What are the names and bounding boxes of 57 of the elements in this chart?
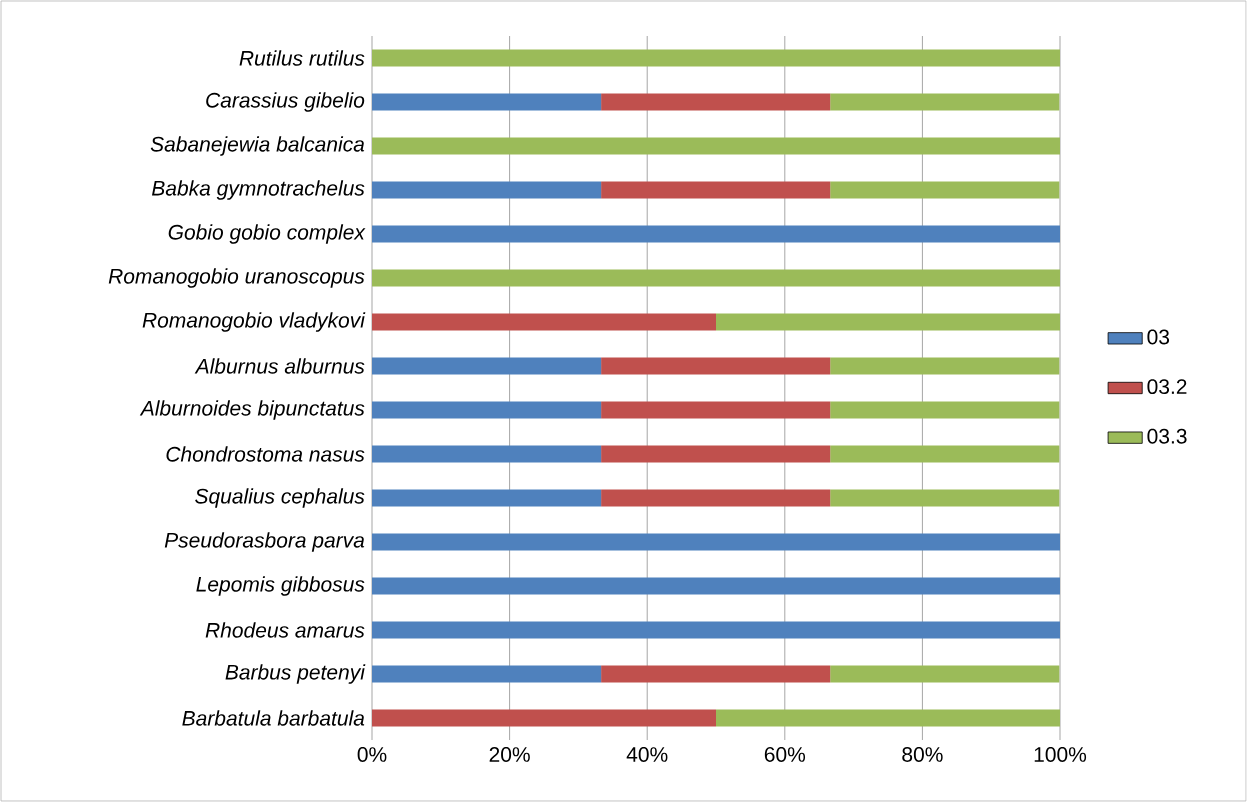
bar: [601, 401, 831, 419]
legend-label: 03: [1147, 329, 1170, 345]
y-tick-label: Lepomis gibbosus: [196, 576, 365, 596]
y-tick-label: Rhodeus amarus: [205, 622, 365, 638]
bar: [830, 665, 1060, 683]
x-tick-label: 100%: [1034, 747, 1087, 762]
legend-label: 03.3: [1147, 428, 1187, 444]
y-tick-label: Romanogobio uranoscopus: [108, 268, 365, 288]
x-tick-label: 20%: [489, 747, 530, 762]
bar: [716, 313, 1060, 331]
bar: [372, 621, 1060, 639]
x-tick-label: 60%: [764, 747, 806, 762]
x-tick-label: 0%: [357, 747, 387, 762]
bar: [372, 489, 602, 507]
y-tick-label: Alburnus alburnus: [194, 358, 365, 374]
bar: [372, 225, 1060, 243]
y-tick-label: Romanogobio vladykovi: [142, 312, 366, 332]
bar: [372, 533, 1060, 551]
x-tick-label: 40%: [626, 747, 668, 762]
bar: [601, 445, 831, 463]
bar: [372, 137, 1060, 155]
y-tick-label: Sabanejewia balcanica: [150, 136, 365, 156]
bar: [830, 357, 1060, 375]
y-tick-label: Babka gymnotrachelus: [151, 180, 365, 200]
y-tick-label: Chondrostoma nasus: [166, 446, 365, 462]
bar: [372, 269, 1060, 287]
y-tick-label: Carassius gibelio: [206, 92, 365, 112]
bar: [601, 93, 831, 111]
legend-label: 03.2: [1147, 379, 1187, 395]
bar: [372, 709, 716, 727]
bar: [372, 401, 602, 419]
bar: [372, 181, 602, 199]
bar: [830, 401, 1060, 419]
bar: [372, 93, 602, 111]
x-tick-label: 80%: [902, 747, 943, 762]
y-tick-label: Gobio gobio complex: [168, 224, 366, 244]
y-tick-label: Barbatula barbatula: [182, 710, 365, 726]
bar: [601, 181, 831, 199]
bar: [830, 445, 1060, 463]
y-tick-label: Rutilus rutilus: [239, 50, 365, 66]
y-tick-label: Pseudorasbora parva: [164, 532, 365, 552]
bar: [601, 357, 831, 375]
bar: [830, 181, 1060, 199]
y-tick-label: Squalius cephalus: [195, 488, 365, 508]
bar: [372, 357, 602, 375]
y-tick-label: Barbus petenyi: [225, 664, 366, 684]
bar: [601, 489, 831, 507]
y-tick-label: Alburnoides bipunctatus: [139, 400, 365, 420]
bar: [830, 93, 1060, 111]
bar: [830, 489, 1060, 507]
bar: [601, 665, 831, 683]
bar: [372, 49, 1060, 67]
bar: [372, 313, 716, 331]
bar: [372, 665, 602, 683]
bar: [372, 577, 1060, 595]
bar: [372, 445, 602, 463]
bar: [716, 709, 1060, 727]
